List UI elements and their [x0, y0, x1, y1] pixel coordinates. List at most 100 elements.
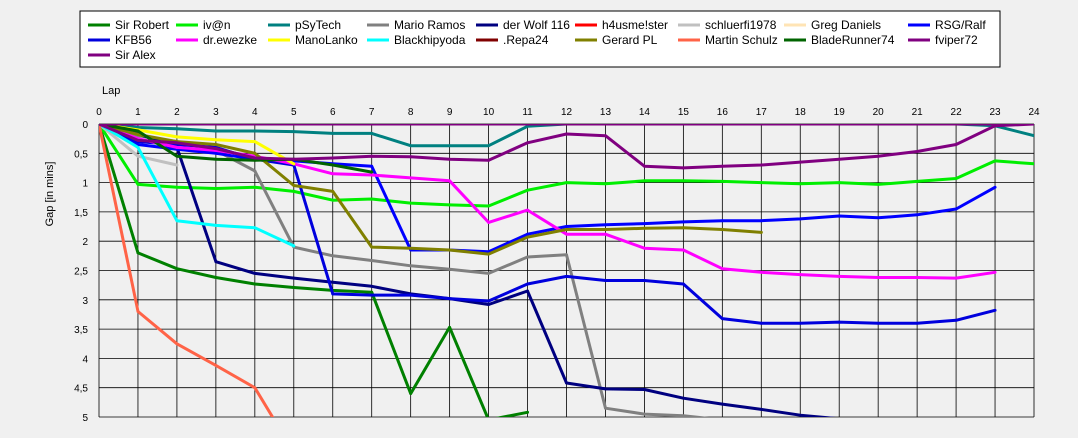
series-point-bladerunner74-7 [370, 170, 374, 174]
x-tick-label-13: 13 [600, 107, 612, 118]
legend-label-manolanko: ManoLanko [295, 33, 358, 47]
series-point-sir-alex-10 [487, 124, 490, 126]
series-point-fviper72-11 [526, 141, 529, 145]
x-tick-label-8: 8 [408, 107, 414, 118]
series-point-dr-ewezke-17 [759, 270, 763, 274]
series-point-iv-n-2 [175, 185, 179, 189]
x-tick-label-18: 18 [795, 107, 807, 118]
series-point-schluerfi1978-2 [175, 163, 179, 167]
series-point-fviper72-18 [798, 160, 802, 164]
series-point-gerard-pl-11 [526, 235, 529, 239]
y-tick-label-2: 1 [82, 179, 88, 190]
series-point-dr-ewezke-18 [798, 273, 802, 277]
series-point-kfb56-12 [565, 274, 568, 278]
legend-label-rsg-ralf: RSG/Ralf [935, 18, 986, 32]
series-point-sir-alex-3 [214, 124, 218, 126]
series-point-dr-ewezke-7 [370, 173, 374, 177]
series-point-iv-n-16 [720, 180, 724, 183]
series-point-der-wolf-116-4 [253, 272, 257, 275]
series-point-rsg-ralf-18 [798, 217, 802, 221]
series-point-sir-robert-3 [214, 276, 218, 279]
series-point-dr-ewezke-20 [876, 276, 880, 279]
series-point-fviper72-15 [681, 166, 685, 170]
series-point-rsg-ralf-21 [915, 213, 919, 217]
series-point-kfb56-22 [954, 318, 958, 322]
series-point-martin-schulz-2 [175, 342, 179, 346]
series-point-psytech-24 [1032, 134, 1034, 138]
series-point-gerard-pl-8 [409, 246, 413, 250]
series-point-bladerunner74-2 [175, 154, 179, 158]
series-point-fviper72-13 [604, 134, 607, 138]
y-axis-ticks: 0 0,5 1 1,5 2 2,5 3 3,5 4 4,5 5 [74, 120, 88, 424]
series-point-psytech-6 [331, 131, 335, 135]
series-point-iv-n-23 [993, 159, 997, 163]
plot-grid [98, 123, 1035, 418]
series-point-iv-n-7 [370, 197, 374, 201]
series-point-iv-n-14 [643, 179, 646, 183]
series-point-sir-alex-23 [993, 124, 997, 126]
series-point-psytech-4 [253, 129, 257, 133]
series-point-psytech-11 [526, 124, 529, 128]
y-tick-label-0: 0 [82, 120, 88, 131]
series-point-martin-schulz-1 [136, 310, 140, 313]
series-point-sir-alex-22 [954, 124, 958, 126]
x-tick-label-9: 9 [447, 107, 453, 118]
series-point-dr-ewezke-8 [409, 176, 413, 180]
x-tick-label-3: 3 [213, 107, 219, 118]
series-point-iv-n-12 [565, 181, 568, 184]
series-point-der-wolf-116-5 [292, 276, 296, 280]
series-point-bladerunner74-1 [136, 129, 140, 133]
x-tick-label-12: 12 [561, 107, 573, 118]
series-point-psytech-8 [409, 144, 413, 148]
series-point-dr-ewezke-2 [175, 146, 179, 149]
series-point-fviper72-17 [759, 163, 763, 167]
series-point-iv-n-5 [292, 189, 296, 193]
y-tick-label-3: 1,5 [74, 208, 88, 219]
series-point-iv-n-17 [759, 181, 763, 184]
series-point-blackhipyoda-3 [214, 223, 218, 227]
series-point-sir-alex-4 [253, 124, 257, 126]
series-point-iv-n-9 [448, 203, 452, 207]
legend-box [79, 10, 1001, 68]
legend-label-repa24: .Repa24 [503, 33, 549, 47]
series-point-fviper72-14 [643, 164, 646, 168]
series-point-gerard-pl-6 [331, 189, 335, 193]
series-point-martin-schulz-3 [214, 364, 218, 367]
x-tick-label-23: 23 [989, 107, 1001, 118]
series-point-der-wolf-116-7 [370, 284, 374, 288]
series-point-rsg-ralf-20 [876, 216, 880, 220]
series-point-fviper72-2 [175, 141, 179, 145]
series-point-der-wolf-116-11 [526, 289, 529, 293]
series-line-blackhipyoda [99, 124, 296, 248]
series-point-fviper72-12 [565, 132, 568, 136]
series-point-sir-alex-7 [370, 124, 374, 126]
series-point-gerard-pl-7 [370, 245, 374, 249]
series-point-sir-alex-24 [1032, 124, 1034, 126]
series-point-dr-ewezke-14 [643, 246, 646, 250]
x-tick-label-22: 22 [951, 107, 963, 118]
series-line-gerard-pl [99, 124, 763, 256]
series-point-manolanko-4 [253, 140, 257, 143]
series-point-kfb56-15 [681, 282, 685, 286]
series-point-sir-alex-14 [643, 124, 646, 126]
series-point-bladerunner74-3 [214, 157, 218, 161]
series-point-gerard-pl-16 [720, 228, 724, 231]
series-point-der-wolf-116-10 [487, 303, 490, 306]
series-point-dr-ewezke-19 [837, 274, 841, 278]
series-point-fviper72-21 [915, 150, 919, 153]
series-point-iv-n-18 [798, 182, 802, 186]
series-point-rsg-ralf-12 [565, 225, 568, 228]
series-point-sir-robert-8 [409, 392, 413, 395]
series-point-sir-robert-9 [448, 325, 452, 329]
series-point-gerard-pl-17 [759, 231, 763, 234]
series-point-gerard-pl-14 [643, 226, 646, 230]
y-tick-label-6: 3 [82, 296, 88, 307]
series-point-manolanko-2 [175, 135, 179, 139]
series-point-kfb56-21 [915, 321, 919, 325]
legend: Sir Robert iv@n pSyTech Mario Ramos der Wolf… [88, 18, 986, 62]
x-tick-label-6: 6 [330, 107, 336, 118]
series-point-sir-alex-8 [409, 124, 413, 126]
series-point-mario-ramos-14 [643, 412, 646, 416]
series-point-psytech-10 [487, 144, 490, 148]
series-point-fviper72-7 [370, 154, 374, 158]
